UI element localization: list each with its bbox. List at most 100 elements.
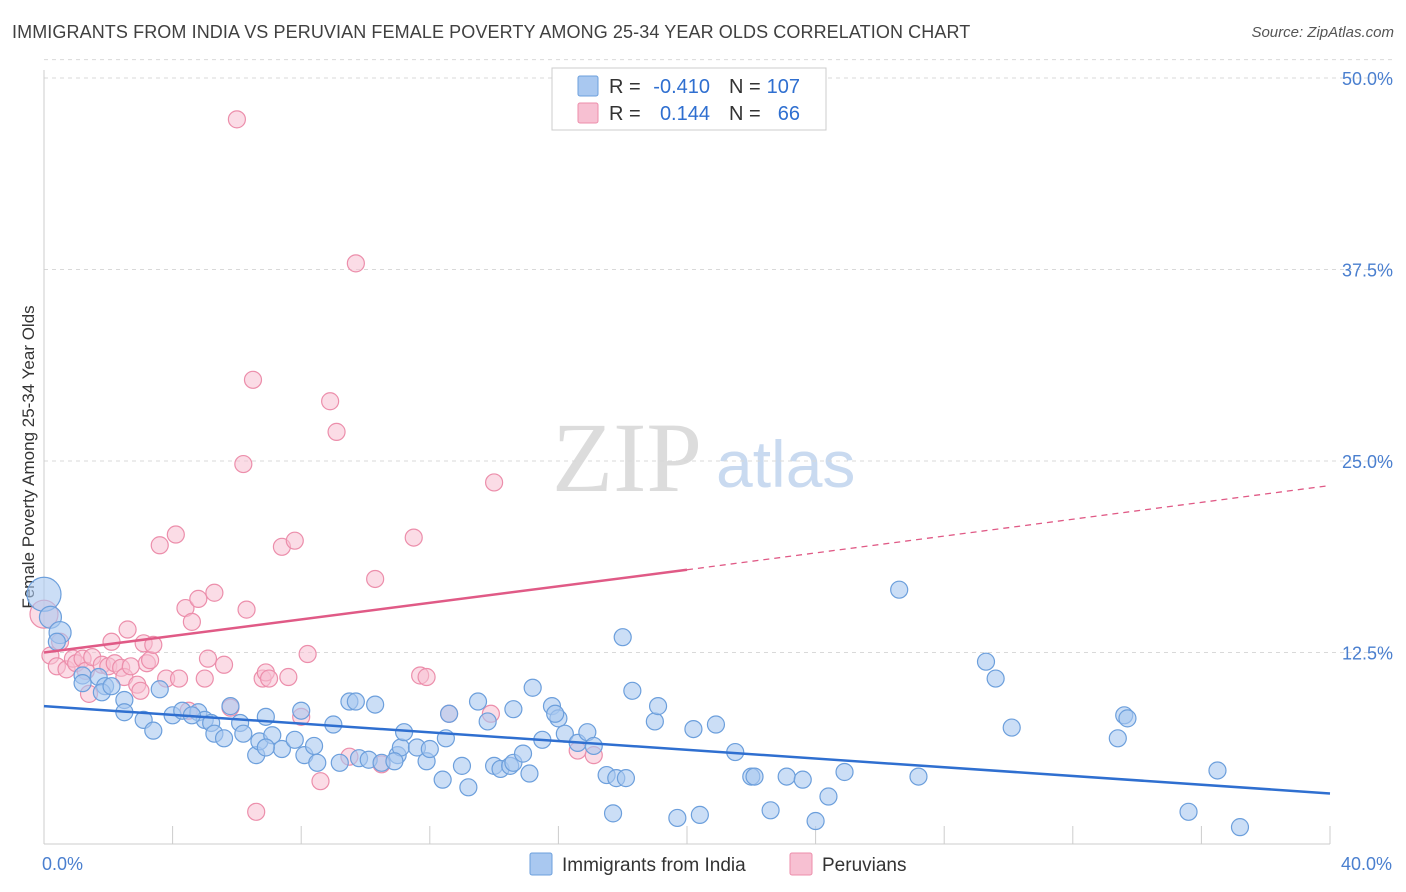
india-point — [806, 811, 825, 831]
peruvians-point — [346, 254, 365, 273]
peruvians-point — [285, 531, 304, 550]
india-point — [1108, 729, 1127, 748]
legend-r-value-peru: 0.144 — [660, 103, 710, 125]
india-point — [986, 669, 1005, 688]
india-point — [452, 756, 472, 775]
peruvians-point — [259, 669, 279, 688]
india-point — [613, 628, 632, 647]
india-point — [308, 753, 327, 772]
india-point — [909, 767, 928, 786]
legend-swatch-peru — [577, 102, 599, 124]
india-point — [234, 724, 253, 743]
peruvians-point — [311, 772, 330, 791]
peruvians-point — [189, 589, 208, 608]
peruvians-point — [166, 525, 185, 544]
legend-n-label-peru: N = — [729, 103, 761, 125]
india-points — [26, 576, 1250, 837]
watermark-zip: ZIP — [552, 402, 702, 513]
y-tick-label: 50.0% — [1342, 69, 1393, 89]
x-tick-label-max: 40.0% — [1341, 854, 1392, 874]
peruvians-point — [144, 635, 163, 654]
bottom-legend-swatch-india — [529, 852, 553, 876]
peruvians-point — [182, 612, 201, 631]
india-point — [668, 808, 687, 828]
series-legend: Immigrants from India Peruvians — [529, 852, 907, 876]
y-axis-tick-labels: 12.5% 25.0% 37.5% 50.0% — [1342, 69, 1393, 664]
legend-swatch-india — [577, 75, 599, 97]
peruvians-point — [298, 644, 317, 664]
peruvians-point — [485, 473, 504, 492]
peruvians-point — [279, 667, 298, 687]
legend-n-value-india: 107 — [767, 76, 800, 98]
india-point — [73, 674, 92, 693]
india-point — [623, 681, 642, 700]
peruvians-point — [169, 669, 189, 688]
peruvians-point — [243, 370, 263, 389]
india-point — [603, 804, 623, 823]
y-tick-label: 37.5% — [1342, 261, 1393, 281]
india-point — [459, 778, 478, 797]
india-point — [1230, 818, 1250, 837]
y-tick-label: 12.5% — [1342, 644, 1393, 664]
india-point — [616, 769, 636, 788]
india-point — [366, 695, 385, 714]
correlation-legend: R = -0.410 N = 107 R = 0.144 N = 66 — [551, 67, 827, 131]
india-trend-line — [43, 704, 1331, 795]
india-point — [256, 738, 275, 757]
india-point — [26, 576, 62, 612]
x-tick-label-min: 0.0% — [42, 854, 83, 874]
india-point — [520, 764, 539, 783]
india-point — [221, 697, 240, 716]
peruvians-point — [234, 454, 253, 474]
peruvians-point — [321, 392, 340, 411]
legend-r-value-india: -0.410 — [653, 76, 710, 98]
india-point — [144, 721, 163, 740]
peruvians-point — [404, 528, 423, 547]
india-point — [546, 704, 565, 723]
india-point — [285, 730, 304, 749]
india-point — [1179, 802, 1198, 821]
legend-r-label-peru: R = — [609, 103, 641, 125]
india-point — [439, 704, 459, 723]
india-point — [504, 700, 523, 719]
india-point — [1118, 709, 1137, 728]
india-point — [835, 762, 854, 782]
peruvians-point — [140, 651, 160, 670]
x-axis-ticks — [172, 826, 1331, 844]
peruvians-point — [131, 681, 150, 700]
india-point — [523, 678, 542, 697]
india-point — [292, 701, 311, 720]
peruvians-point — [417, 667, 436, 687]
peruvians-point — [205, 583, 224, 602]
india-point — [976, 652, 996, 671]
india-point — [330, 753, 349, 772]
peruvians-trend-extension — [686, 484, 1331, 571]
india-point — [468, 692, 488, 711]
y-tick-label: 25.0% — [1342, 452, 1393, 472]
peruvians-point — [237, 600, 256, 619]
india-point — [890, 580, 909, 599]
legend-r-label-india: R = — [609, 76, 641, 98]
peruvians-point — [366, 569, 385, 589]
india-point — [346, 692, 365, 711]
india-point — [150, 680, 169, 699]
watermark: ZIP atlas — [552, 402, 855, 513]
peruvians-trend-line — [43, 568, 688, 654]
india-point — [478, 712, 497, 731]
watermark-atlas: atlas — [716, 427, 855, 501]
india-point — [304, 736, 324, 756]
india-point — [745, 767, 764, 786]
bottom-legend-label-india: Immigrants from India — [562, 855, 746, 876]
india-point — [777, 767, 796, 786]
chart-source: Source: ZipAtlas.com — [1251, 24, 1394, 41]
india-point — [706, 715, 726, 734]
peruvians-point — [102, 632, 121, 651]
india-point — [214, 729, 234, 748]
peruvians-point — [150, 536, 169, 555]
india-point — [584, 736, 603, 756]
legend-n-value-peru: 66 — [778, 103, 800, 125]
y-axis-title: Female Poverty Among 25-34 Year Olds — [19, 305, 38, 608]
india-point — [645, 712, 664, 731]
peruvians-point — [214, 655, 234, 674]
